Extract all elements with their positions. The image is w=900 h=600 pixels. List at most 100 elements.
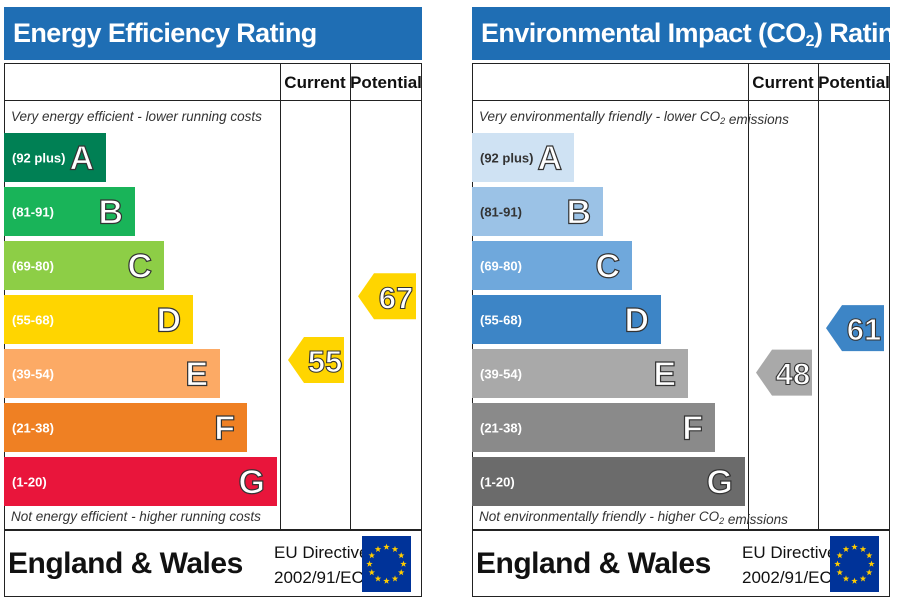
- band-range-label: (69-80): [12, 259, 54, 274]
- flag-star: [859, 545, 867, 553]
- environmental-impact-title: Environmental Impact (CO2) Rating: [472, 7, 900, 60]
- environmental-impact-chart: Current Potential Very environmentally fri…: [472, 63, 890, 530]
- band-f: (21-38) F: [472, 403, 715, 452]
- current-rating-arrow-shape: [288, 337, 344, 383]
- band-letter: G: [707, 464, 733, 502]
- band-bar: [472, 457, 745, 506]
- band-letter: D: [624, 302, 649, 340]
- band-d: (55-68) D: [4, 295, 193, 344]
- band-range-label: (39-54): [12, 367, 54, 382]
- eu-flag-icon: [830, 536, 879, 592]
- band-letter: A: [69, 140, 94, 178]
- band-range-label: (92 plus): [12, 151, 65, 166]
- flag-star: [368, 569, 376, 576]
- band-letter: B: [98, 194, 123, 232]
- flag-star: [368, 552, 376, 559]
- band-range-label: (81-91): [12, 205, 54, 220]
- flag-star: [865, 552, 873, 559]
- band-range-label: (21-38): [12, 421, 54, 436]
- current-column-header: Current: [752, 73, 814, 92]
- footer-directive: EU Directive 2002/91/EC: [274, 540, 368, 590]
- footer-region: England & Wales: [8, 547, 243, 580]
- band-a: (92 plus) A: [4, 133, 106, 182]
- band-bar: [472, 187, 603, 236]
- flag-star: [842, 545, 850, 553]
- band-range-label: (39-54): [480, 367, 522, 382]
- band-c: (69-80) C: [472, 241, 632, 290]
- band-bar: [472, 133, 574, 182]
- band-range-label: (81-91): [480, 205, 522, 220]
- bottom-note: Not environmentally friendly - higher CO…: [479, 509, 788, 527]
- current-rating-arrow-value: 55: [308, 344, 342, 379]
- band-e: (39-54) E: [4, 349, 220, 398]
- potential-column-header: Potential: [818, 73, 890, 92]
- potential-rating-arrow-shape: [358, 273, 416, 320]
- band-range-label: (92 plus): [480, 151, 533, 166]
- band-letter: C: [595, 248, 620, 286]
- band-range-label: (1-20): [12, 475, 47, 490]
- footer-region: England & Wales: [476, 547, 711, 580]
- flag-star: [374, 575, 382, 582]
- footer-directive-line1: EU Directive: [742, 543, 837, 562]
- current-rating-arrow-value: 48: [776, 357, 810, 392]
- footer-directive-line2: 2002/91/EC: [274, 568, 364, 587]
- flag-star: [366, 560, 373, 567]
- flag-star: [397, 569, 405, 576]
- top-note: Very energy efficient - lower running co…: [11, 109, 262, 124]
- current-column-header: Current: [284, 73, 346, 92]
- footer-directive: EU Directive 2002/91/EC: [742, 540, 836, 590]
- flag-star: [851, 577, 858, 584]
- band-bar: [4, 241, 164, 290]
- energy-efficiency-panel: Energy Efficiency Rating Current Potentia…: [4, 7, 422, 597]
- band-bar: [4, 133, 106, 182]
- band-bar: [472, 295, 661, 344]
- band-bar: [472, 241, 632, 290]
- potential-column-header: Potential: [350, 73, 422, 92]
- band-bar: [4, 457, 277, 506]
- potential-rating-arrow: 67: [358, 273, 416, 320]
- environmental-impact-footer: England & Wales EU Directive 2002/91/EC: [472, 530, 890, 597]
- band-g: (1-20) G: [472, 457, 745, 506]
- band-letter: E: [653, 356, 676, 394]
- band-bar: [472, 403, 715, 452]
- flag-star: [868, 560, 875, 567]
- band-e: (39-54) E: [472, 349, 688, 398]
- band-range-label: (21-38): [480, 421, 522, 436]
- current-rating-arrow: 48: [756, 349, 812, 396]
- flag-star: [865, 569, 873, 576]
- flag-star: [842, 575, 850, 582]
- flag-star: [400, 560, 407, 567]
- band-range-label: (55-68): [480, 313, 522, 328]
- flag-star: [383, 543, 390, 550]
- flag-star: [859, 575, 867, 582]
- band-letter: F: [214, 410, 235, 448]
- footer-directive-line1: EU Directive: [274, 543, 369, 562]
- flag-star: [851, 543, 858, 550]
- band-c: (69-80) C: [4, 241, 164, 290]
- flag-star: [374, 545, 382, 553]
- energy-efficiency-chart: Current Potential Very energy efficient - …: [4, 63, 422, 530]
- footer-directive-line2: 2002/91/EC: [742, 568, 832, 587]
- band-letter: B: [566, 194, 591, 232]
- band-letter: C: [127, 248, 152, 286]
- current-rating-arrow-shape: [756, 349, 812, 396]
- flag-star: [836, 552, 844, 559]
- band-b: (81-91) B: [472, 187, 603, 236]
- band-letter: G: [239, 464, 265, 502]
- environmental-impact-panel: Environmental Impact (CO2) Rating Curren…: [472, 7, 900, 597]
- band-b: (81-91) B: [4, 187, 135, 236]
- eu-flag-icon: [362, 536, 411, 592]
- flag-star: [383, 577, 390, 584]
- band-bar: [4, 349, 220, 398]
- energy-efficiency-footer: England & Wales EU Directive 2002/91/EC: [4, 530, 422, 597]
- current-rating-arrow: 55: [288, 337, 344, 383]
- flag-star: [836, 569, 844, 576]
- band-f: (21-38) F: [4, 403, 247, 452]
- flag-star: [834, 560, 841, 567]
- flag-star: [391, 575, 399, 582]
- band-letter: A: [537, 140, 562, 178]
- band-a: (92 plus) A: [472, 133, 574, 182]
- band-d: (55-68) D: [472, 295, 661, 344]
- band-bar: [4, 187, 135, 236]
- band-range-label: (55-68): [12, 313, 54, 328]
